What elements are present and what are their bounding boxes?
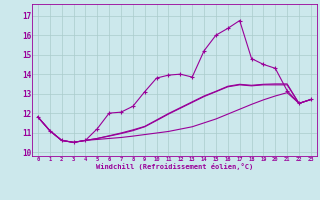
X-axis label: Windchill (Refroidissement éolien,°C): Windchill (Refroidissement éolien,°C) [96, 163, 253, 170]
